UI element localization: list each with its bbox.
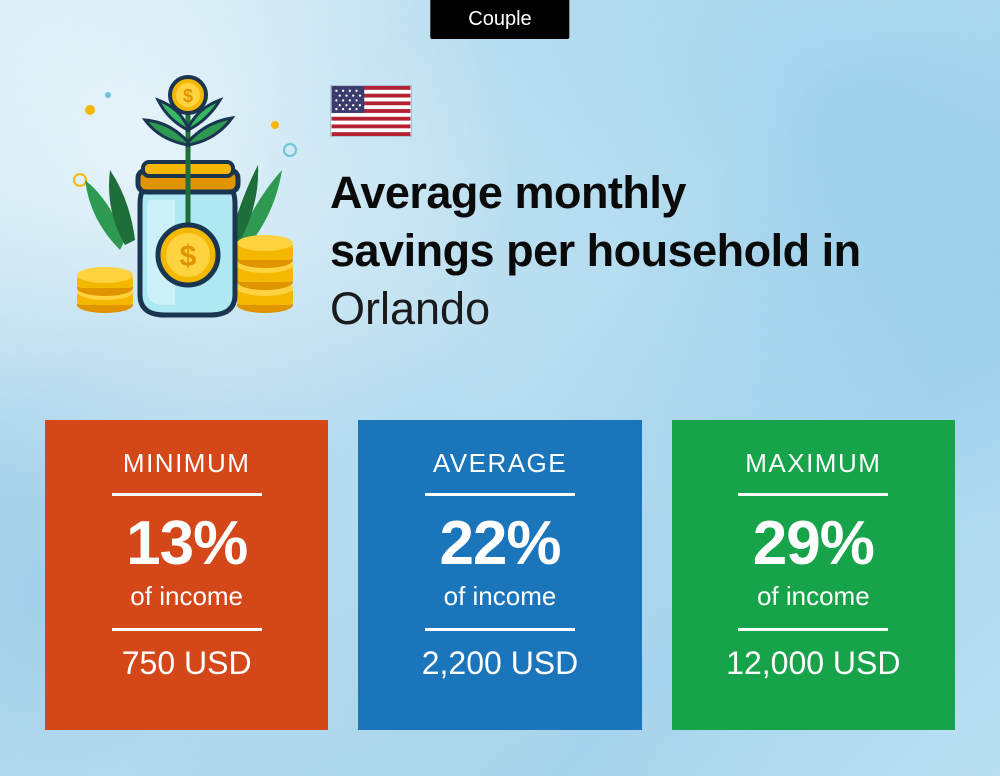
title-line-1: Average monthly <box>330 164 950 222</box>
card-minimum-percent: 13% <box>126 508 247 579</box>
divider <box>425 493 575 496</box>
svg-text:$: $ <box>180 240 197 273</box>
divider <box>425 628 575 631</box>
title-city: Orlando <box>330 283 950 335</box>
card-average: AVERAGE 22% of income 2,200 USD <box>358 420 641 730</box>
divider <box>112 493 262 496</box>
divider <box>738 493 888 496</box>
savings-illustration: $ $ <box>50 70 310 330</box>
title-line-2: savings per household in <box>330 222 950 280</box>
us-flag-icon <box>330 85 412 137</box>
header-block: Average monthly savings per household in… <box>330 85 950 335</box>
card-minimum-amount: 750 USD <box>122 645 252 682</box>
card-minimum-sub: of income <box>130 581 243 612</box>
card-average-label: AVERAGE <box>433 448 567 479</box>
card-maximum-label: MAXIMUM <box>745 448 881 479</box>
card-average-percent: 22% <box>439 508 560 579</box>
stat-cards-row: MINIMUM 13% of income 750 USD AVERAGE 22… <box>45 420 955 730</box>
card-minimum-label: MINIMUM <box>123 448 250 479</box>
card-maximum-percent: 29% <box>753 508 874 579</box>
category-tag: Couple <box>430 0 569 39</box>
card-average-amount: 2,200 USD <box>422 645 579 682</box>
divider <box>112 628 262 631</box>
card-average-sub: of income <box>444 581 557 612</box>
card-maximum: MAXIMUM 29% of income 12,000 USD <box>672 420 955 730</box>
svg-text:$: $ <box>183 86 193 106</box>
card-minimum: MINIMUM 13% of income 750 USD <box>45 420 328 730</box>
divider <box>738 628 888 631</box>
card-maximum-sub: of income <box>757 581 870 612</box>
card-maximum-amount: 12,000 USD <box>726 645 900 682</box>
